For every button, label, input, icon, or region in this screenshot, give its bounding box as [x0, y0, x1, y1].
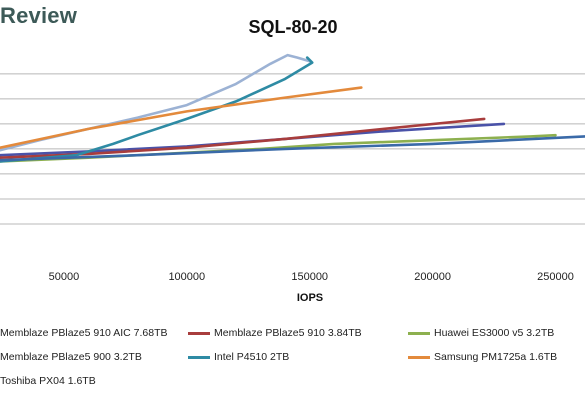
legend-item: Memblaze PBlaze5 900 3.2TB	[0, 349, 142, 365]
chart-legend: Memblaze PBlaze5 910 AIC 7.68TB Memblaze …	[0, 325, 585, 401]
legend-label: Memblaze PBlaze5 910 AIC 7.68TB	[0, 327, 168, 339]
legend-item: Toshiba PX04 1.6TB	[0, 373, 96, 389]
x-axis-label: IOPS	[297, 292, 323, 304]
series-line-4	[0, 56, 314, 163]
series-line-6	[0, 135, 585, 162]
x-tick-label: 150000	[291, 271, 328, 283]
legend-label: Toshiba PX04 1.6TB	[0, 375, 96, 387]
series-line-5	[0, 86, 363, 149]
legend-swatch	[188, 355, 210, 359]
legend-item: Huawei ES3000 v5 3.2TB	[408, 325, 554, 341]
legend-label: Samsung PM1725a 1.6TB	[434, 351, 558, 363]
legend-swatch	[408, 355, 430, 359]
legend-item: Samsung PM1725a 1.6TB	[408, 349, 557, 365]
chart-title: SQL-80-20	[248, 17, 337, 37]
legend-label: Huawei ES3000 v5 3.2TB	[434, 327, 555, 339]
legend-item: Memblaze PBlaze5 910 3.84TB	[188, 325, 362, 341]
legend-label: Memblaze PBlaze5 910 3.84TB	[214, 327, 362, 339]
legend-swatch	[408, 331, 430, 335]
x-tick-label: 250000	[537, 271, 574, 283]
series-lines	[0, 53, 585, 163]
legend-label: Intel P4510 2TB	[214, 351, 290, 363]
x-tick-label: 100000	[168, 271, 205, 283]
brand-logo-text: Review	[0, 3, 78, 28]
x-axis-ticks: 50000 100000 150000 200000 250000	[49, 271, 574, 283]
legend-item: Memblaze PBlaze5 910 AIC 7.68TB	[0, 325, 168, 341]
series-line-3	[0, 53, 311, 152]
chart-area: SQL-80-20 50000 100000 150000 200000 250000 …	[0, 17, 585, 304]
x-tick-label: 50000	[49, 271, 80, 283]
x-tick-label: 200000	[414, 271, 451, 283]
legend-swatch	[188, 331, 210, 335]
legend-label: Memblaze PBlaze5 900 3.2TB	[0, 351, 142, 363]
legend-item: Intel P4510 2TB	[188, 349, 289, 365]
